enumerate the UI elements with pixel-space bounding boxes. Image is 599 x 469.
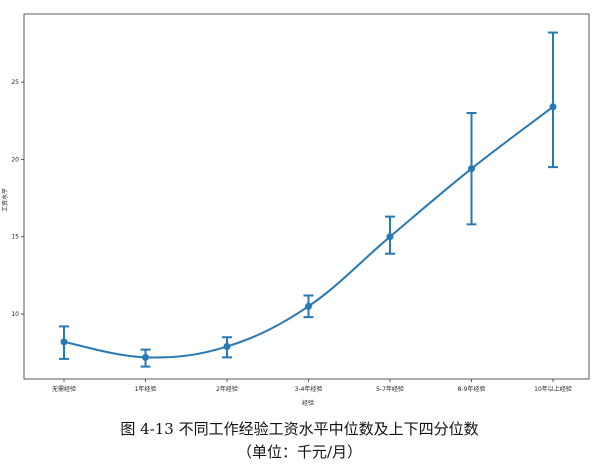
x-axis-label: 经验 xyxy=(302,399,314,407)
x-tick-label: 3-4年经验 xyxy=(295,385,323,393)
error-bars xyxy=(59,31,558,368)
x-tick-label: 10年以上经验 xyxy=(534,385,572,393)
y-axis-label: 工资水平 xyxy=(1,188,9,212)
x-tick-label: 5-7年经验 xyxy=(376,385,404,393)
x-tick-label: 无需经验 xyxy=(52,385,76,393)
y-tick-label: 10 xyxy=(11,311,19,318)
x-tick-label: 8-9年经验 xyxy=(458,385,486,393)
data-point xyxy=(386,233,394,241)
y-tick-label: 25 xyxy=(11,79,19,86)
data-point xyxy=(468,165,475,173)
error-bar xyxy=(548,31,558,169)
x-axis: 无需经验 1年经验 2年经验 3-4年经验 5-7年经验 8-9年经验 10年以上经验 xyxy=(52,379,572,393)
x-tick-label: 2年经验 xyxy=(216,385,238,393)
y-tick-label: 15 xyxy=(11,234,19,241)
data-point xyxy=(549,103,557,111)
data-point xyxy=(60,338,68,346)
plot-frame xyxy=(23,13,590,380)
data-points xyxy=(60,103,557,361)
y-tick-label: 20 xyxy=(11,156,19,163)
y-axis: 10 15 20 25 xyxy=(11,79,24,318)
data-point xyxy=(305,302,312,310)
figure-unit-caption: （单位：千元/月） xyxy=(236,443,363,461)
figure-caption: 图 4-13 不同工作经验工资水平中位数及上下四分位数 xyxy=(120,420,479,438)
data-point xyxy=(223,343,231,351)
x-tick-label: 1年经验 xyxy=(135,385,157,393)
data-point xyxy=(142,353,149,361)
median-line xyxy=(63,106,554,359)
chart: 10 15 20 25 无需经验 1年经验 2年经验 3-4年经验 5-7年经验 8-9年经验 1… xyxy=(1,13,590,407)
